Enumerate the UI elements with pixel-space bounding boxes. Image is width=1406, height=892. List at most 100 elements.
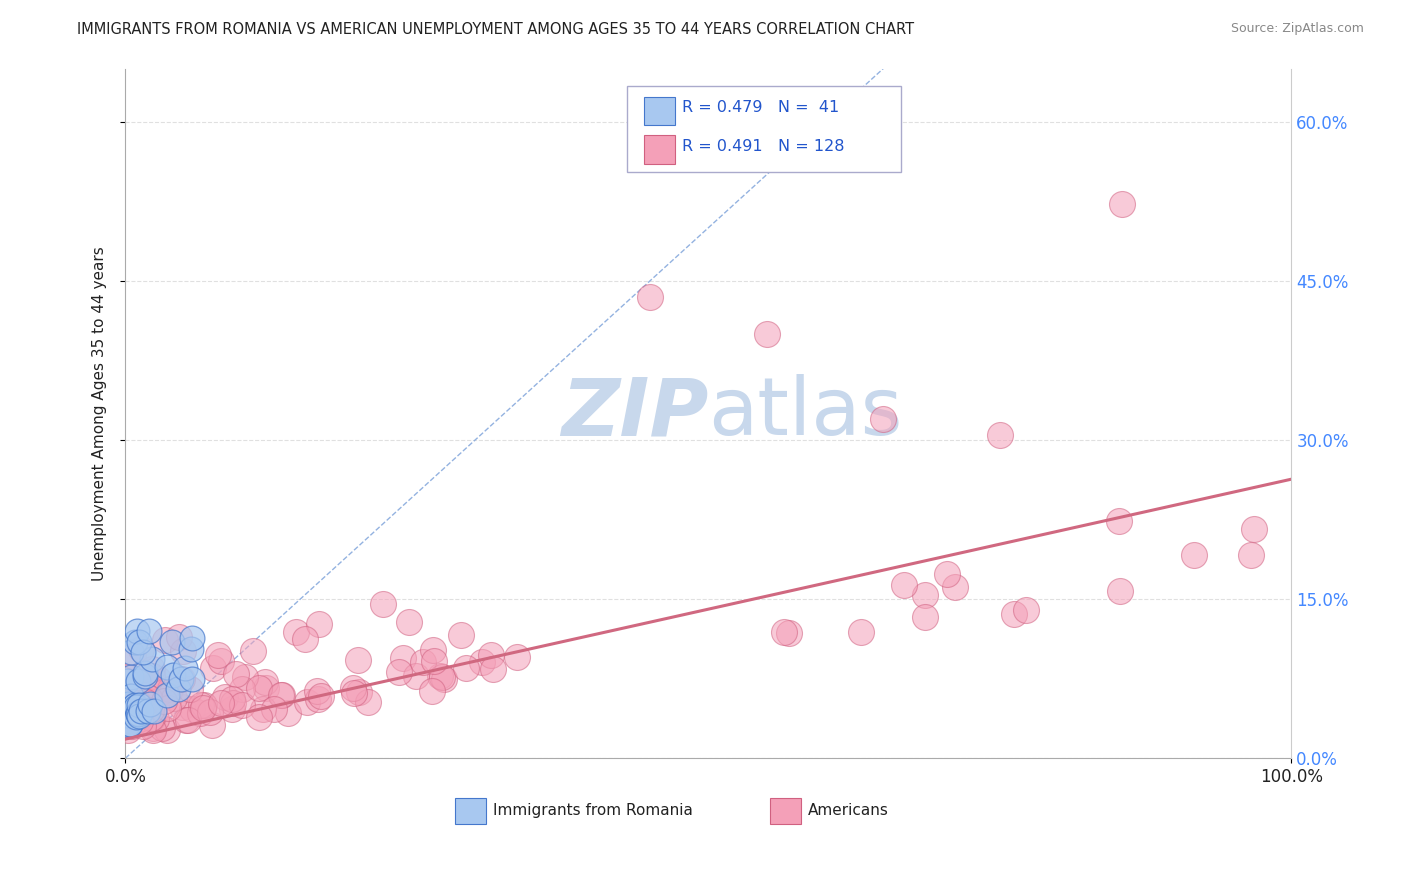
Point (160, 635, 183, 649)
Point (945, 580, 967, 594)
Point (193, 698, 215, 712)
Point (127, 696, 149, 710)
Point (157, 685, 180, 699)
Point (342, 681, 364, 695)
Point (121, 708, 143, 723)
Point (482, 662, 505, 676)
Point (398, 615, 420, 629)
Point (872, 411, 894, 425)
Point (755, 326, 778, 341)
Point (124, 706, 146, 721)
Point (128, 698, 150, 712)
Point (170, 672, 193, 686)
Point (128, 698, 150, 712)
Point (122, 699, 145, 714)
Point (138, 697, 160, 711)
Point (420, 683, 443, 698)
Point (190, 698, 212, 712)
Point (429, 668, 451, 682)
Point (198, 706, 221, 720)
Point (138, 690, 160, 705)
Point (263, 702, 285, 716)
Text: atlas: atlas (709, 375, 903, 452)
Point (471, 655, 494, 669)
Point (141, 652, 163, 666)
Point (156, 723, 179, 738)
Point (1243, 522, 1265, 536)
Point (191, 701, 214, 715)
Point (155, 633, 177, 648)
Point (145, 713, 167, 727)
Point (454, 661, 477, 675)
Point (935, 566, 957, 581)
Point (307, 684, 329, 698)
Point (270, 688, 292, 702)
Point (163, 691, 186, 706)
Point (115, 670, 138, 684)
Point (638, 290, 661, 304)
Point (115, 673, 138, 688)
Point (392, 651, 415, 665)
Point (166, 681, 188, 696)
Point (1014, 603, 1036, 617)
Point (142, 723, 165, 737)
Point (295, 695, 318, 709)
Point (270, 688, 292, 702)
Point (132, 719, 155, 733)
Point (170, 672, 193, 686)
Point (388, 665, 411, 680)
Point (134, 688, 156, 702)
Point (117, 697, 139, 711)
Point (132, 645, 155, 659)
FancyBboxPatch shape (456, 797, 485, 823)
Point (136, 704, 159, 718)
Point (209, 696, 232, 710)
Point (506, 650, 529, 665)
Point (150, 721, 173, 735)
Point (142, 704, 165, 718)
Text: IMMIGRANTS FROM ROMANIA VS AMERICAN UNEMPLOYMENT AMONG AGES 35 TO 44 YEARS CORRE: IMMIGRANTS FROM ROMANIA VS AMERICAN UNEM… (77, 22, 914, 37)
Text: R = 0.491   N = 128: R = 0.491 N = 128 (682, 139, 844, 153)
Point (115, 707, 138, 722)
Point (139, 695, 162, 709)
Point (176, 713, 198, 727)
Point (120, 706, 142, 720)
Point (277, 706, 299, 721)
Point (405, 669, 427, 683)
Point (479, 648, 502, 663)
Point (120, 670, 142, 684)
Point (156, 688, 179, 702)
Point (181, 631, 204, 645)
Point (174, 661, 197, 675)
Point (115, 713, 138, 727)
Point (128, 709, 150, 723)
Point (128, 634, 150, 648)
Point (294, 632, 316, 646)
Point (209, 654, 232, 668)
Point (247, 710, 270, 724)
Point (124, 698, 146, 712)
Point (180, 702, 202, 716)
Point (433, 673, 456, 687)
Point (851, 625, 873, 640)
Point (159, 682, 181, 697)
Point (156, 701, 179, 715)
Point (118, 717, 141, 731)
Point (231, 698, 253, 713)
Point (127, 706, 149, 721)
Point (121, 698, 143, 713)
FancyBboxPatch shape (770, 797, 800, 823)
FancyBboxPatch shape (644, 96, 675, 126)
Point (127, 706, 149, 721)
Point (115, 706, 138, 721)
Point (134, 669, 156, 683)
Point (179, 681, 201, 696)
Point (139, 711, 162, 725)
Point (412, 656, 434, 670)
Point (172, 644, 194, 658)
Point (221, 702, 243, 716)
Point (422, 642, 444, 657)
Point (308, 692, 330, 706)
Point (117, 723, 139, 738)
Point (1239, 548, 1261, 562)
